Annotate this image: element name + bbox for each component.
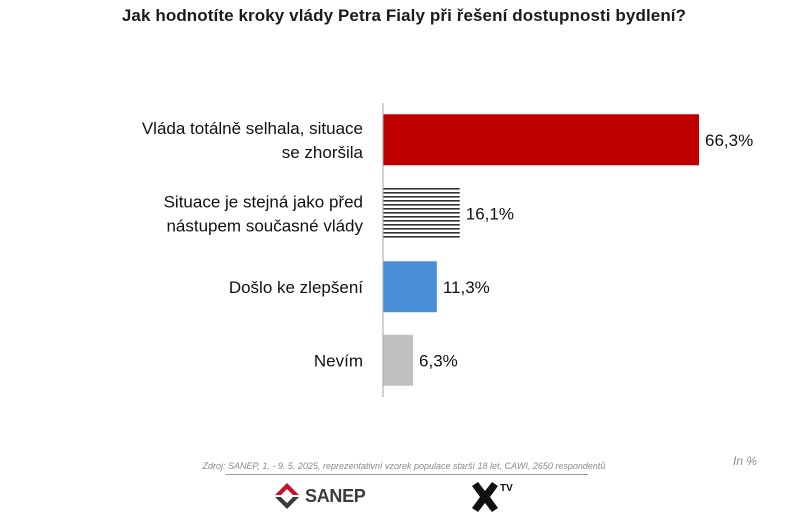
sanep-logo: SANEP [272, 480, 366, 512]
bar [383, 261, 437, 313]
xtv-logo-icon [472, 482, 498, 512]
source-note: Zdroj: SANEP, 1. - 9. 5. 2025, reprezent… [202, 461, 606, 471]
category-label: Situace je stejná jako před nástupem souč… [164, 192, 364, 235]
data-label: 66,3% [705, 131, 753, 150]
xtv-logo-text: TV [500, 483, 513, 494]
bar [383, 334, 414, 386]
data-label: 6,3% [419, 351, 458, 370]
bar [383, 114, 699, 166]
bar [383, 187, 460, 239]
unit-note: In % [733, 454, 758, 468]
category-label: Nevím [314, 351, 363, 370]
footer-divider [226, 474, 588, 475]
data-label: 11,3% [443, 278, 490, 297]
category-label: Vláda totálně selhala, situace se zhoršil… [142, 119, 364, 162]
chart-title: Jak hodnotíte kroky vlády Petra Fialy př… [121, 6, 687, 25]
data-label: 16,1% [466, 204, 514, 223]
category-label: Došlo ke zlepšení [229, 278, 363, 297]
bar-chart: 66,3% Vláda totálně selhala, situace se zh… [142, 103, 753, 397]
sanep-logo-text: SANEP [305, 485, 366, 506]
sanep-mark-icon [275, 483, 299, 509]
